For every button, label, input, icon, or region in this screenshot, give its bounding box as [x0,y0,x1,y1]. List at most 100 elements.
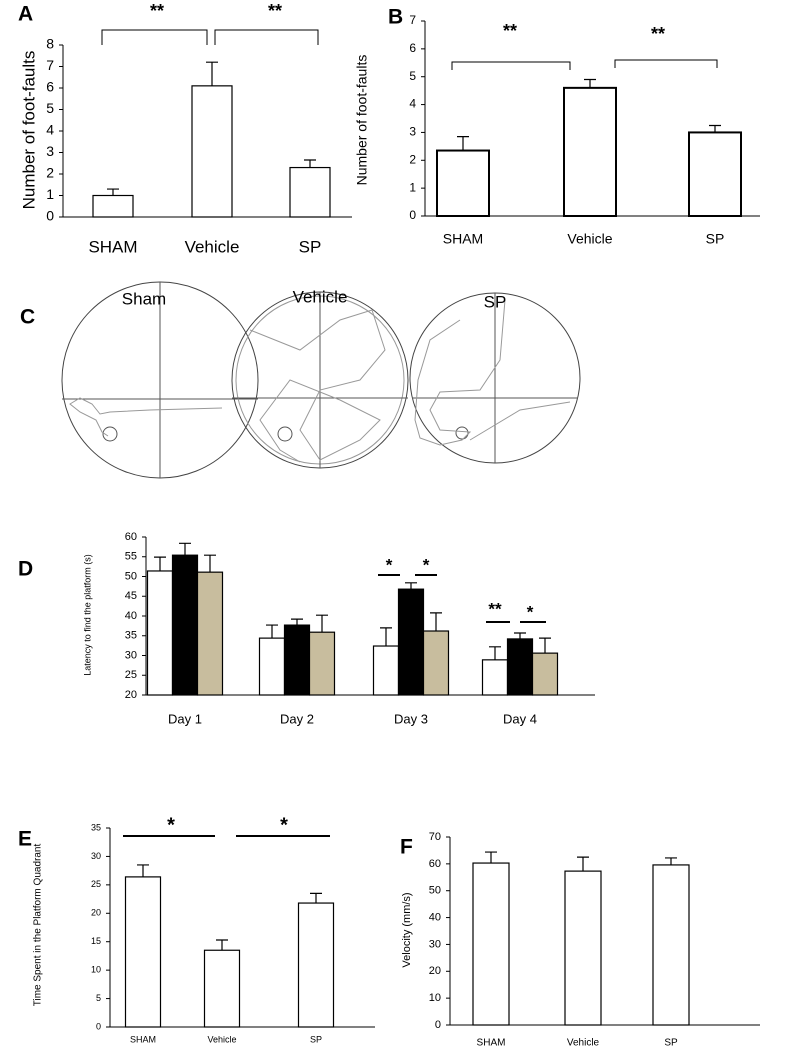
swim-path [469,401,571,441]
bar [436,149,490,218]
significance-label: * [527,602,534,621]
x-tick-label: Day 4 [503,711,537,726]
y-tick-label: 20 [429,965,441,977]
y-tick-label: 25 [91,879,101,889]
significance-label: * [280,814,288,836]
y-tick-label: 7 [409,13,416,27]
bar [146,570,174,696]
x-tick-label: Day 1 [168,711,202,726]
significance-bracket [614,59,718,68]
x-tick-label: SHAM [88,237,137,256]
y-axis-title: Number of foot-faults [354,55,370,186]
bar [481,659,509,696]
y-tick-label: 1 [46,186,54,202]
y-tick-label: 3 [46,143,54,159]
trace-title: Sham [122,289,166,308]
error-bar [206,61,218,86]
error-bar [266,624,278,639]
error-bar [514,632,526,639]
bar [372,645,400,696]
y-tick-label: 15 [91,936,101,946]
y-tick-label: 55 [125,551,137,563]
y-tick-label: 10 [429,992,441,1004]
bar [422,630,450,696]
swim-path [249,309,386,463]
x-tick-label: Day 2 [280,711,314,726]
x-tick-label: SP [664,1038,678,1049]
panel-label: A [18,3,33,26]
significance-label: ** [150,1,164,21]
y-tick-label: 60 [429,858,441,870]
y-tick-label: 35 [125,630,137,642]
bar [283,624,311,696]
y-tick-label: 25 [125,669,137,681]
platform [102,426,118,442]
x-tick-label: SHAM [477,1038,506,1049]
y-tick-label: 40 [125,610,137,622]
error-bar [310,892,322,904]
y-tick-label: 2 [409,152,416,166]
bar [289,166,331,218]
error-bar [489,646,501,660]
significance-label: * [423,555,430,574]
panel-label: E [18,828,32,851]
bar [191,85,233,218]
error-bar [316,614,328,633]
bar [531,652,559,696]
y-tick-label: 5 [46,100,54,116]
bar [124,876,162,1028]
bar [196,571,224,696]
y-tick-label: 0 [46,208,54,224]
error-bar [107,188,119,196]
y-tick-label: 5 [409,69,416,83]
y-axis-title: Time Spent in the Platform Quadrant [33,844,44,1007]
y-tick-label: 40 [429,911,441,923]
platform [455,426,469,440]
panel-label: D [18,558,33,581]
bar [564,870,602,1026]
bar [308,631,336,696]
y-tick-label: 0 [435,1019,441,1031]
error-bar [457,136,469,151]
bar [652,864,690,1026]
significance-bracket [214,29,319,45]
error-bar [709,124,721,133]
y-tick-label: 35 [91,822,101,832]
swim-path [69,397,223,437]
panel-c [61,281,581,479]
x-tick-label: Vehicle [185,237,240,256]
error-bar [539,637,551,654]
y-axis-title: Velocity (mm/s) [401,892,413,967]
y-tick-label: 4 [46,122,54,138]
panel-label: C [20,306,35,329]
x-tick-label: SP [706,231,725,247]
error-bar [380,627,392,647]
trace-title: Vehicle [293,287,348,306]
y-tick-label: 6 [409,41,416,55]
y-axis-title: Latency to find the platform (s) [82,554,92,676]
bar [472,862,510,1026]
panel-label: F [400,836,413,859]
significance-bracket [451,61,571,70]
y-tick-label: 6 [46,79,54,95]
bar [258,637,286,696]
y-tick-label: 45 [125,590,137,602]
y-tick-label: 20 [125,689,137,701]
error-bar [179,542,191,556]
platform [277,426,293,442]
y-axis-title: Number of foot-faults [19,51,38,210]
y-tick-label: 8 [46,36,54,52]
significance-label: ** [651,24,665,44]
panel-label: B [388,6,403,29]
y-tick-label: 70 [429,831,441,843]
error-bar [137,864,149,877]
bar [297,902,335,1028]
error-bar [291,618,303,626]
x-tick-label: Vehicle [567,1038,600,1049]
y-tick-label: 50 [429,885,441,897]
error-bar [584,78,596,88]
bar [203,949,241,1028]
x-tick-label: Vehicle [567,231,612,247]
y-tick-label: 20 [91,908,101,918]
